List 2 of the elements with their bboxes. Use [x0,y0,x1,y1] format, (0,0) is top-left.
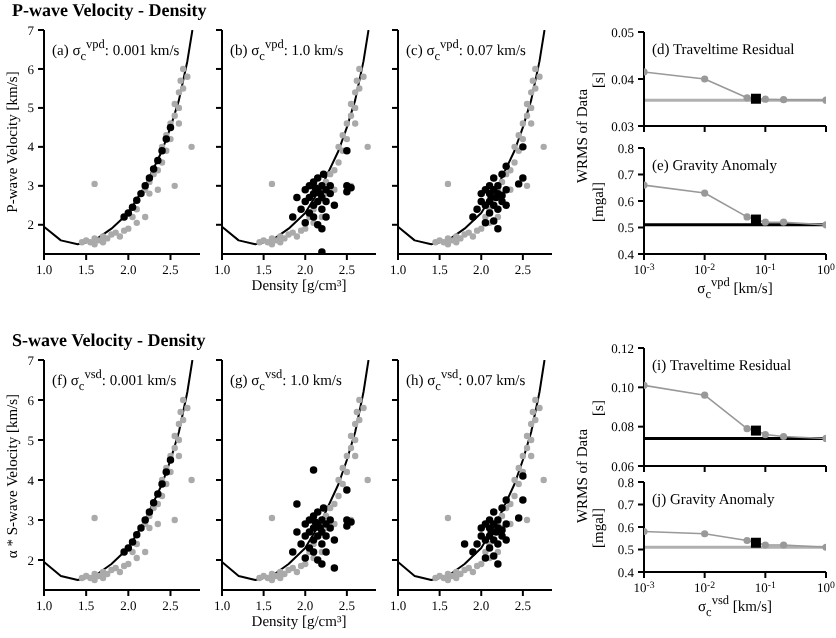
chart-title: P-wave Velocity - Density [12,0,207,20]
chart-title: S-wave Velocity - Density [12,330,206,350]
